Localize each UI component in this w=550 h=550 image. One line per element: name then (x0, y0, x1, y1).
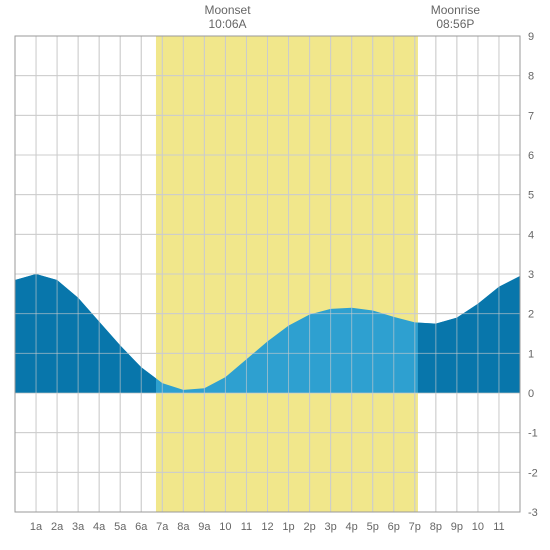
y-tick-label: 9 (528, 31, 534, 43)
x-tick-label: 5p (367, 521, 379, 533)
x-tick-label: 11 (493, 521, 504, 533)
x-tick-label: 3a (72, 521, 85, 533)
chart-svg: -3-2-101234567891a2a3a4a5a6a7a8a9a101112… (0, 0, 550, 550)
y-tick-label: 7 (528, 110, 534, 122)
moonset-time: 10:06A (208, 17, 246, 31)
y-tick-label: 3 (528, 269, 534, 281)
x-tick-label: 4a (93, 521, 106, 533)
x-tick-label: 12 (261, 521, 273, 533)
moonrise-title: Moonrise (431, 3, 481, 17)
y-tick-label: 0 (528, 388, 534, 400)
x-tick-label: 10 (219, 521, 231, 533)
moonrise-time: 08:56P (436, 17, 474, 31)
x-tick-label: 1p (282, 521, 294, 533)
x-tick-label: 9a (198, 521, 211, 533)
x-tick-label: 8p (430, 521, 442, 533)
y-tick-label: 4 (528, 229, 534, 241)
y-tick-label: -1 (528, 428, 538, 440)
x-tick-label: 3p (325, 521, 337, 533)
y-tick-label: 8 (528, 71, 534, 83)
y-tick-label: 6 (528, 150, 534, 162)
y-tick-label: -3 (528, 507, 538, 519)
tide-chart: -3-2-101234567891a2a3a4a5a6a7a8a9a101112… (0, 0, 550, 550)
y-tick-label: 2 (528, 309, 534, 321)
x-tick-label: 8a (177, 521, 190, 533)
y-tick-label: 1 (528, 348, 534, 360)
x-tick-label: 9p (451, 521, 463, 533)
x-tick-label: 5a (114, 521, 127, 533)
x-tick-label: 6a (135, 521, 148, 533)
y-tick-label: 5 (528, 190, 534, 202)
y-tick-label: -2 (528, 467, 538, 479)
x-tick-label: 2p (303, 521, 315, 533)
x-tick-label: 10 (472, 521, 484, 533)
x-tick-label: 6p (388, 521, 400, 533)
x-tick-label: 4p (346, 521, 358, 533)
x-tick-label: 1a (30, 521, 43, 533)
x-tick-label: 11 (241, 521, 252, 533)
moonset-title: Moonset (205, 3, 252, 17)
x-tick-label: 7p (409, 521, 421, 533)
x-tick-label: 2a (51, 521, 64, 533)
x-tick-label: 7a (156, 521, 169, 533)
